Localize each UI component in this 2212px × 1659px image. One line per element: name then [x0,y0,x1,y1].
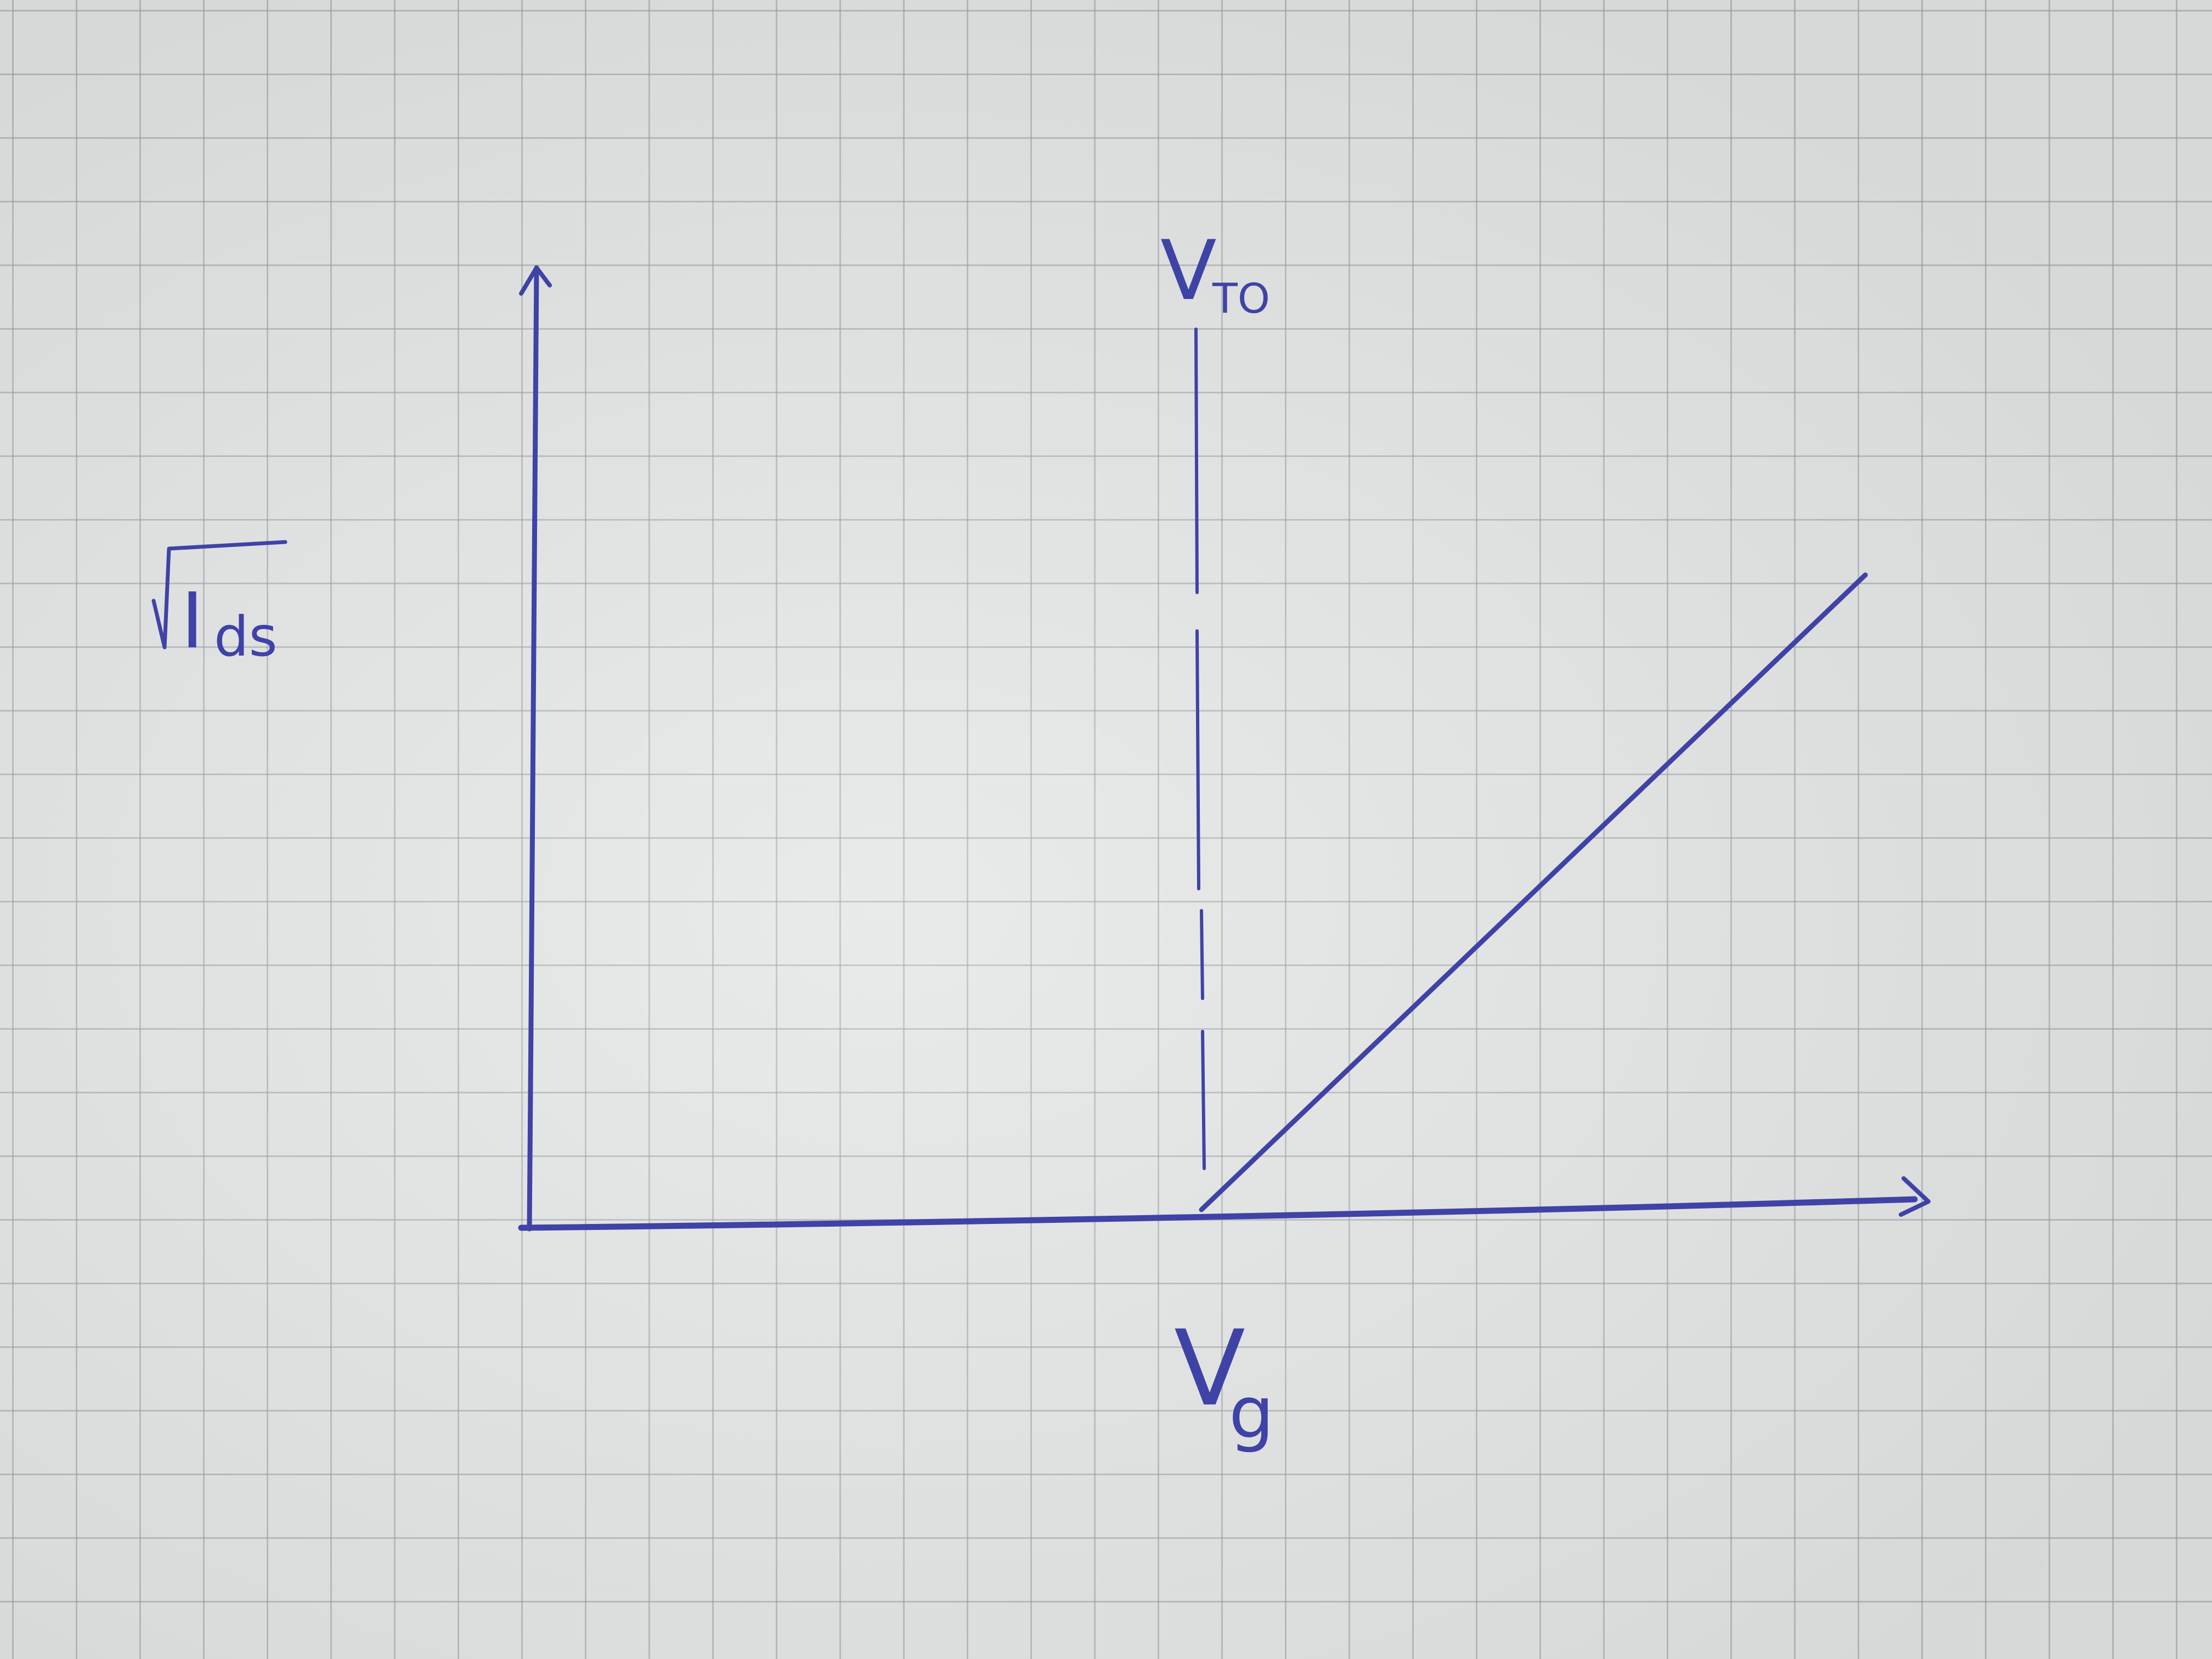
square-root-sign [151,540,287,650]
y-axis-label-subscript: ds [214,605,278,669]
y-axis [527,265,539,1232]
x-axis-label-subscript: g [1229,1371,1274,1454]
y-axis-arrowhead [519,266,552,296]
sqrt-ids-line [1199,572,1868,1212]
threshold-label: V [1160,223,1217,319]
threshold-label-subscript: TO [1212,274,1270,323]
x-axis [518,1196,1918,1231]
x-axis-arrowhead [1899,1176,1931,1217]
y-axis-label-current: I [181,577,204,666]
threshold-marker-line [1194,328,1206,1170]
x-axis-label: V [1174,1308,1245,1429]
